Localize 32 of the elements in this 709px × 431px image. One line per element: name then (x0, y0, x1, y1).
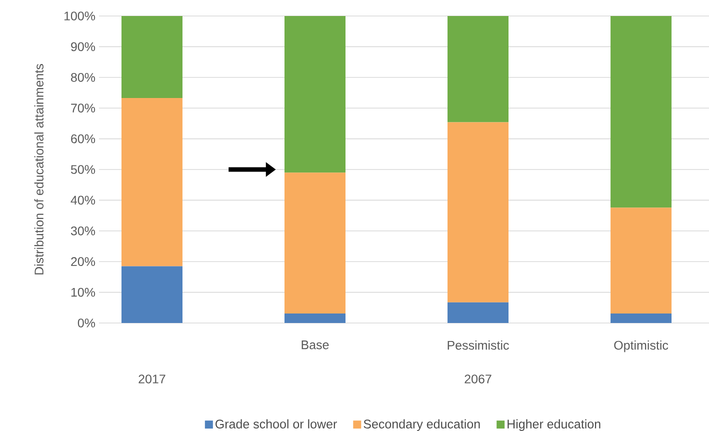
bar (121, 16, 182, 98)
y-tick-label: 80% (71, 72, 96, 82)
bar (284, 313, 346, 323)
legend-label: Higher education (508, 419, 600, 431)
y-tick-label: 0% (78, 318, 96, 328)
bar (610, 208, 672, 314)
y-axis-title: Distribution of educational attainments (34, 64, 44, 274)
text: 2017 (138, 374, 166, 384)
bar (610, 313, 672, 323)
y-tick-label: 90% (71, 42, 96, 52)
bar (610, 16, 672, 208)
bar (448, 16, 509, 122)
y-tick-label: 60% (71, 134, 96, 144)
y-tick-label: 10% (71, 288, 96, 297)
text: 2067 (464, 374, 492, 384)
bar (448, 302, 509, 323)
bar (284, 172, 346, 314)
x-tick-label: Optimistic (614, 340, 668, 352)
bar (448, 122, 509, 302)
bar (121, 98, 182, 266)
legend-label: Grade school or lower (216, 419, 337, 428)
x-tick-label: Pessimistic (448, 340, 509, 350)
y-tick-label: 100% (64, 12, 96, 20)
x-tick-label: Base (302, 340, 329, 350)
y-tick-label: 70% (71, 104, 96, 113)
legend-label: Secondary education (364, 419, 480, 431)
y-tick-label: 50% (70, 165, 96, 174)
bar (121, 266, 182, 323)
bar (284, 16, 346, 173)
y-tick-label: 30% (70, 226, 96, 236)
y-tick-label: 40% (70, 196, 96, 205)
y-tick-label: 20% (71, 257, 96, 266)
